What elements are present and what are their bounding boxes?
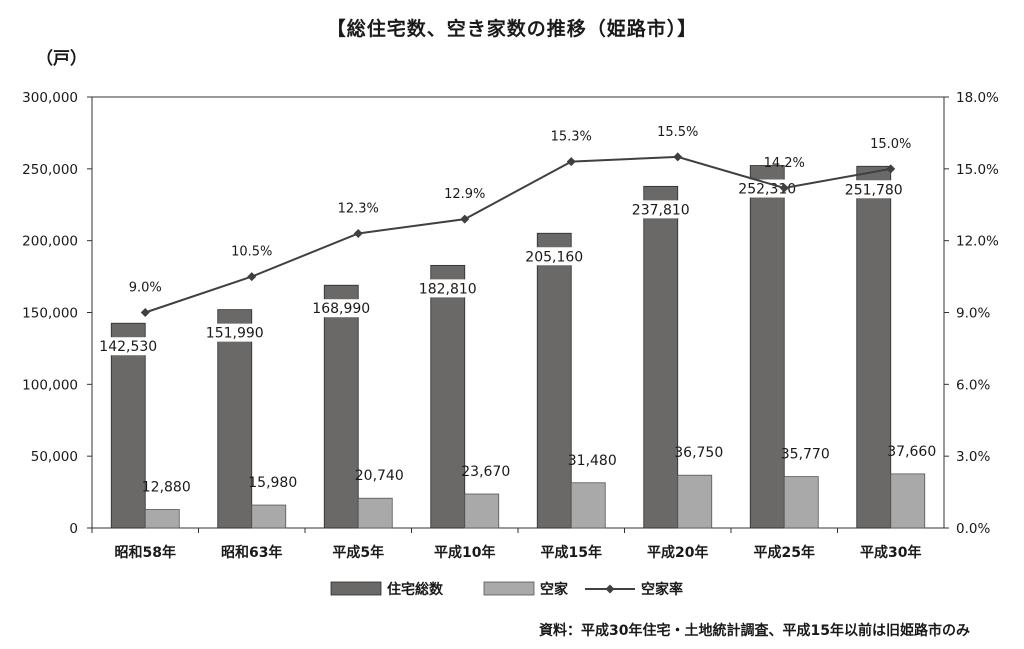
bar-total-label-bg <box>629 200 693 219</box>
bar-total-housing <box>430 264 466 529</box>
right-axis-tick-label: 0.0% <box>956 521 990 537</box>
bar-vacant-label: 15,980 <box>248 475 297 491</box>
vacancy-rate-point <box>460 214 470 224</box>
vacancy-rate-point <box>673 152 683 162</box>
bar-total-label-bg <box>203 323 267 342</box>
bar-total-label: 252,310 <box>738 182 796 198</box>
bar-total-housing <box>856 165 892 529</box>
category-label: 昭和63年 <box>221 544 282 561</box>
bar-vacant-label: 37,660 <box>887 444 936 460</box>
right-axis-tick-label: 3.0% <box>956 449 990 465</box>
left-axis-tick-label: 200,000 <box>22 234 78 250</box>
chart-title: 【総住宅数、空き家数の推移（姫路市）】 <box>326 18 698 40</box>
bar-total-housing <box>643 185 679 529</box>
bar-total-housing <box>110 322 146 529</box>
bar-total-housing <box>323 284 359 529</box>
bar-total-housing <box>749 165 785 529</box>
bar-total-housing <box>536 232 572 529</box>
vacancy-rate-label: 15.5% <box>657 125 698 140</box>
bar-vacant-label: 35,770 <box>781 447 830 463</box>
vacancy-rate-point <box>566 157 576 167</box>
bar-total-label-bg <box>735 179 799 198</box>
category-label: 平成20年 <box>647 544 708 561</box>
left-axis-tick-label: 300,000 <box>22 90 78 106</box>
left-axis-tick-label: 150,000 <box>22 306 78 322</box>
bar-total-label: 151,990 <box>206 326 264 342</box>
vacancy-rate-label: 15.0% <box>870 137 911 152</box>
bar-vacant-label: 23,670 <box>461 464 510 480</box>
category-label: 平成5年 <box>332 544 384 561</box>
left-axis-tick-label: 250,000 <box>22 162 78 178</box>
bar-vacant <box>783 476 819 529</box>
category-label: 平成15年 <box>541 544 602 561</box>
bar-vacant-label: 31,480 <box>568 453 617 469</box>
right-axis-tick-label: 9.0% <box>956 306 990 322</box>
vacancy-rate-point <box>247 272 257 282</box>
bar-total-label-bg <box>96 337 160 356</box>
vacancy-rate-label: 14.2% <box>764 156 805 171</box>
bar-vacant <box>570 482 606 529</box>
vacancy-rate-label: 9.0% <box>129 281 162 296</box>
bar-total-label-bg <box>842 180 906 199</box>
bar-vacant <box>464 493 500 529</box>
right-axis-tick-label: 12.0% <box>956 234 999 250</box>
right-axis-tick-label: 15.0% <box>956 162 999 178</box>
category-label: 平成25年 <box>754 544 815 561</box>
vacancy-rate-label: 12.3% <box>338 201 379 216</box>
bar-vacant <box>251 504 287 529</box>
bar-total-label: 182,810 <box>419 281 477 297</box>
vacancy-rate-line <box>144 155 891 314</box>
category-label: 平成30年 <box>860 544 921 561</box>
bar-total-label: 142,530 <box>99 339 157 355</box>
left-axis-tick-label: 50,000 <box>31 449 78 465</box>
right-axis-tick-label: 18.0% <box>956 90 999 106</box>
bar-total-label: 237,810 <box>632 202 690 218</box>
bar-total-label: 205,160 <box>525 249 583 265</box>
legend-total-label: 住宅総数 <box>387 581 444 598</box>
bar-vacant-label: 12,880 <box>142 479 191 495</box>
vacancy-rate-point <box>353 228 363 238</box>
left-axis-tick-label: 0 <box>69 521 78 537</box>
bar-total-housing <box>217 309 253 529</box>
bar-total-label-bg <box>522 247 586 266</box>
bar-total-label-bg <box>416 279 480 298</box>
bar-vacant <box>357 497 393 529</box>
bar-total-label: 251,780 <box>845 182 903 198</box>
source-note: 資料：平成30年住宅・土地統計調査、平成15年以前は旧姫路市のみ <box>539 623 970 639</box>
legend-total-swatch <box>330 581 382 596</box>
bar-total-label-bg <box>309 299 373 318</box>
category-label: 昭和58年 <box>115 544 176 561</box>
bar-vacant <box>144 509 180 529</box>
legend-rate-label: 空家率 <box>641 581 683 598</box>
vacancy-rate-point <box>779 183 789 193</box>
category-label: 平成10年 <box>434 544 495 561</box>
vacancy-rate-point <box>886 164 896 174</box>
left-axis-tick-label: 100,000 <box>22 377 78 393</box>
legend-vacant-swatch <box>483 581 535 596</box>
bar-vacant-label: 36,750 <box>674 445 723 461</box>
legend-rate-marker <box>605 584 615 594</box>
legend-vacant-label: 空家 <box>540 581 569 598</box>
vacancy-rate-label: 12.9% <box>444 187 485 202</box>
bar-vacant <box>677 474 713 529</box>
vacancy-rate-point <box>140 308 150 317</box>
bar-vacant-label: 20,740 <box>355 468 404 484</box>
bar-total-label: 168,990 <box>312 301 370 317</box>
bar-vacant <box>890 473 926 529</box>
vacancy-rate-label: 15.3% <box>551 130 592 145</box>
right-axis-tick-label: 6.0% <box>956 377 990 393</box>
vacancy-rate-label: 10.5% <box>231 245 272 260</box>
unit-label: （戸） <box>36 49 87 69</box>
